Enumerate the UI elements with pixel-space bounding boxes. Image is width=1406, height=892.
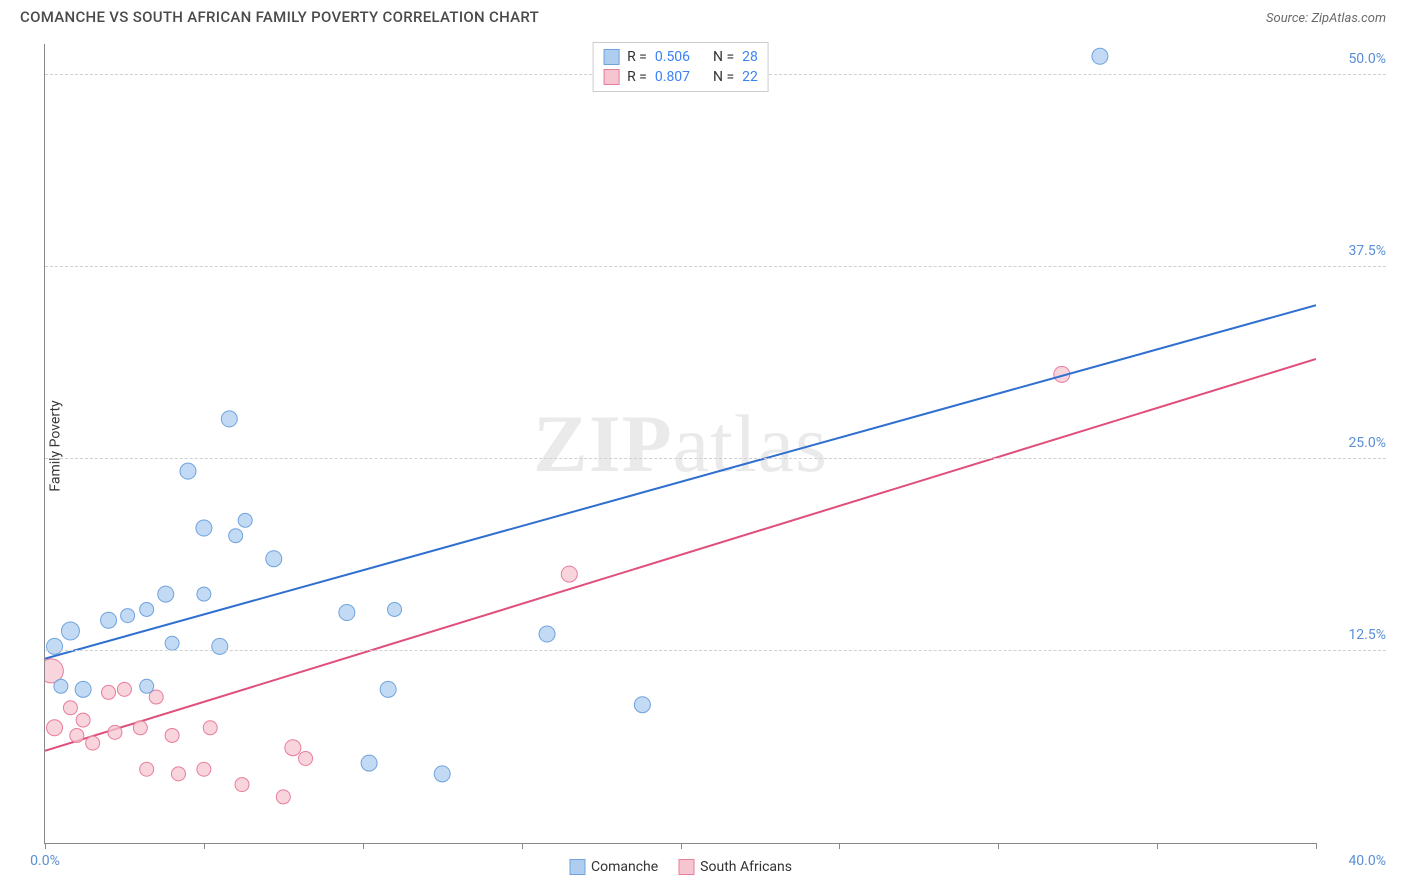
x-tick bbox=[204, 843, 205, 849]
trendline-south-africans bbox=[45, 359, 1316, 751]
data-point-south-africans bbox=[285, 740, 301, 756]
data-point-comanche bbox=[1092, 48, 1108, 64]
legend-item-comanche: Comanche bbox=[569, 859, 658, 875]
data-point-south-africans bbox=[165, 728, 179, 742]
data-point-south-africans bbox=[108, 725, 122, 739]
source-attribution: Source: ZipAtlas.com bbox=[1266, 11, 1386, 26]
gridline-h bbox=[45, 458, 1386, 459]
swatch-south-africans bbox=[603, 69, 619, 85]
gridline-h bbox=[45, 266, 1386, 267]
data-point-south-africans bbox=[197, 762, 211, 776]
data-point-comanche bbox=[229, 529, 243, 543]
data-point-comanche bbox=[539, 626, 555, 642]
scatter-chart: R = 0.506 N = 28 R = 0.807 N = 22 ZIPatl… bbox=[44, 44, 1316, 844]
x-tick bbox=[522, 843, 523, 849]
data-point-south-africans bbox=[561, 566, 577, 582]
data-point-comanche bbox=[121, 609, 135, 623]
data-point-comanche bbox=[101, 612, 117, 628]
data-point-south-africans bbox=[117, 682, 131, 696]
data-point-comanche bbox=[388, 602, 402, 616]
y-tick-label: 12.5% bbox=[1326, 627, 1386, 643]
data-point-south-africans bbox=[133, 721, 147, 735]
data-point-south-africans bbox=[70, 728, 84, 742]
data-point-south-africans bbox=[45, 659, 63, 683]
y-tick-label: 37.5% bbox=[1326, 243, 1386, 259]
data-point-comanche bbox=[380, 681, 396, 697]
x-tick bbox=[1316, 843, 1317, 849]
data-point-comanche bbox=[434, 766, 450, 782]
watermark: ZIPatlas bbox=[533, 397, 828, 491]
stats-row-south-africans: R = 0.807 N = 22 bbox=[603, 67, 758, 87]
data-point-south-africans bbox=[47, 720, 63, 736]
data-point-comanche bbox=[165, 636, 179, 650]
data-point-south-africans bbox=[140, 762, 154, 776]
data-point-south-africans bbox=[171, 767, 185, 781]
chart-header: COMANCHE VS SOUTH AFRICAN FAMILY POVERTY… bbox=[0, 0, 1406, 30]
data-point-comanche bbox=[140, 679, 154, 693]
gridline-h bbox=[45, 650, 1386, 651]
legend-item-south-africans: South Africans bbox=[678, 859, 792, 875]
data-point-south-africans bbox=[235, 778, 249, 792]
data-point-comanche bbox=[238, 513, 252, 527]
data-point-comanche bbox=[180, 463, 196, 479]
series-legend: Comanche South Africans bbox=[569, 859, 792, 875]
data-point-south-africans bbox=[86, 736, 100, 750]
data-point-comanche bbox=[47, 638, 63, 654]
swatch-comanche-icon bbox=[569, 859, 585, 875]
data-point-comanche bbox=[61, 622, 79, 640]
swatch-south-africans-icon bbox=[678, 859, 694, 875]
x-tick-label-min: 0.0% bbox=[30, 853, 60, 869]
data-point-south-africans bbox=[63, 701, 77, 715]
data-point-comanche bbox=[266, 551, 282, 567]
y-tick-label: 50.0% bbox=[1326, 51, 1386, 67]
trendline-comanche bbox=[45, 305, 1316, 658]
x-tick bbox=[363, 843, 364, 849]
data-point-south-africans bbox=[203, 721, 217, 735]
data-point-south-africans bbox=[76, 713, 90, 727]
plot-svg bbox=[45, 44, 1316, 843]
data-point-south-africans bbox=[276, 790, 290, 804]
data-point-comanche bbox=[140, 602, 154, 616]
data-point-comanche bbox=[158, 586, 174, 602]
data-point-comanche bbox=[634, 697, 650, 713]
data-point-south-africans bbox=[1054, 366, 1070, 382]
data-point-comanche bbox=[54, 679, 68, 693]
stats-row-comanche: R = 0.506 N = 28 bbox=[603, 47, 758, 67]
x-tick-label-max: 40.0% bbox=[1326, 853, 1386, 869]
data-point-comanche bbox=[221, 411, 237, 427]
data-point-south-africans bbox=[299, 751, 313, 765]
data-point-comanche bbox=[212, 638, 228, 654]
data-point-comanche bbox=[339, 605, 355, 621]
y-tick-label: 25.0% bbox=[1326, 435, 1386, 451]
data-point-south-africans bbox=[102, 685, 116, 699]
chart-title: COMANCHE VS SOUTH AFRICAN FAMILY POVERTY… bbox=[20, 8, 539, 26]
x-tick bbox=[45, 843, 46, 849]
x-tick bbox=[1157, 843, 1158, 849]
data-point-comanche bbox=[361, 755, 377, 771]
x-tick bbox=[839, 843, 840, 849]
x-tick bbox=[998, 843, 999, 849]
data-point-comanche bbox=[197, 587, 211, 601]
stats-legend: R = 0.506 N = 28 R = 0.807 N = 22 bbox=[592, 42, 769, 92]
swatch-comanche bbox=[603, 49, 619, 65]
x-tick bbox=[681, 843, 682, 849]
data-point-comanche bbox=[75, 681, 91, 697]
data-point-comanche bbox=[196, 520, 212, 536]
data-point-south-africans bbox=[149, 690, 163, 704]
